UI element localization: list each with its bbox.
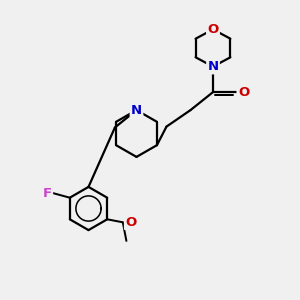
Text: N: N xyxy=(207,60,219,73)
Text: O: O xyxy=(125,216,136,229)
Text: O: O xyxy=(207,23,219,36)
Text: F: F xyxy=(43,187,52,200)
Text: N: N xyxy=(131,103,142,117)
Text: O: O xyxy=(238,85,249,99)
